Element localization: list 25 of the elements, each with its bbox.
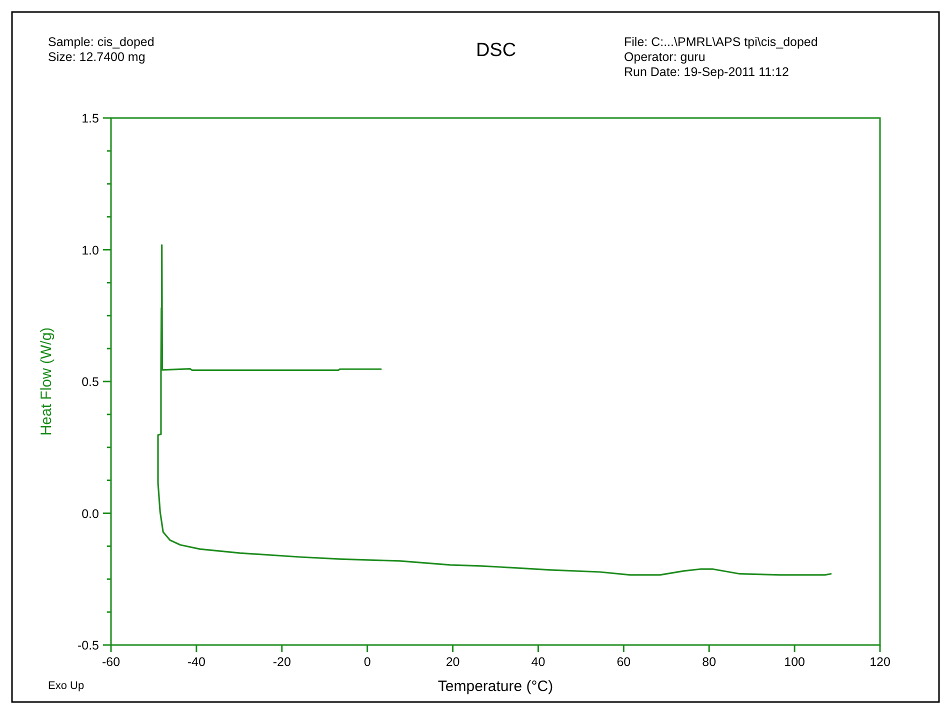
text: Run Date: 19-Sep-2011 11:12 [624,65,789,79]
x-tick-label: -20 [272,655,291,669]
text: Operator: guru [624,50,706,64]
x-tick-label: -60 [102,655,120,669]
x-tick-label: 120 [870,655,890,669]
x-tick-label: -40 [187,655,206,669]
text: File: C:...\PMRL\APS tpi\cis_doped [624,35,818,49]
x-tick-label: 40 [531,655,546,669]
x-tick-label: 20 [446,655,460,669]
x-tick-label: 80 [702,655,716,669]
y-tick-label: 0.5 [82,375,100,389]
y-tick-label: 1.0 [82,243,100,258]
text: Exo Up [48,680,84,692]
text: Sample: cis_doped [48,35,154,49]
y-tick-label: 1.5 [82,112,100,126]
x-axis-title: Temperature (°C) [438,678,554,695]
y-axis-title: Heat Flow (W/g) [38,327,55,436]
x-tick-label: 0 [364,655,371,669]
line-series [157,244,832,576]
y-tick-label: -0.5 [77,638,100,652]
x-tick-label: 100 [784,655,806,669]
chart-title: DSC [476,40,516,61]
x-tick-label: 60 [616,655,631,669]
text: Size: 12.7400 mg [48,50,146,64]
y-tick-label: 0.0 [82,506,100,521]
